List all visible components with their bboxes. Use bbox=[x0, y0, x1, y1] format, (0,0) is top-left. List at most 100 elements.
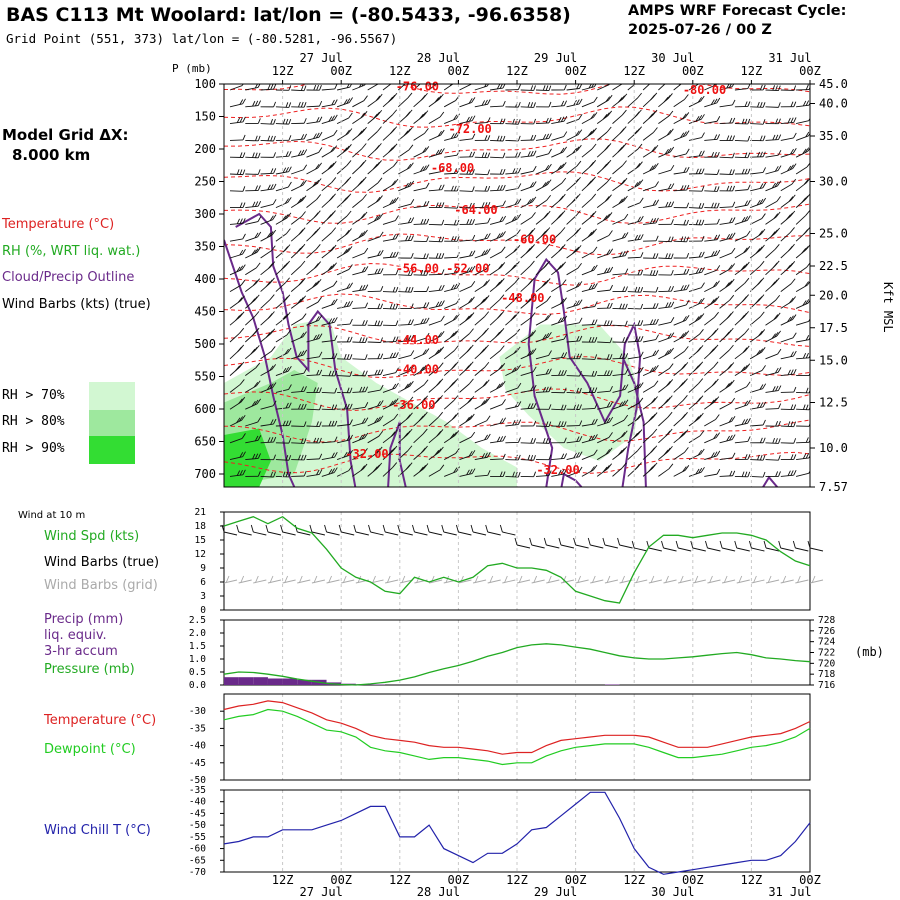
wind-barb bbox=[719, 379, 735, 393]
wind10m-barb bbox=[587, 537, 604, 549]
wind-barb bbox=[688, 345, 704, 360]
wind-barb bbox=[321, 335, 338, 343]
wind-barb bbox=[749, 311, 765, 326]
wind-barb bbox=[413, 445, 428, 460]
pressure-tick-label: 550 bbox=[194, 370, 216, 384]
wind-barb bbox=[520, 366, 537, 377]
wind-barb bbox=[444, 185, 460, 192]
wind-barb bbox=[443, 448, 460, 460]
wind-barb bbox=[688, 267, 705, 276]
wind-barb bbox=[750, 135, 766, 142]
wind-barb bbox=[321, 114, 338, 125]
temp-tick-label: -35 bbox=[189, 723, 206, 734]
wind-barb bbox=[581, 176, 596, 192]
wind10m-grid-barb bbox=[809, 575, 824, 584]
wind-barb bbox=[306, 178, 322, 192]
wind-barb bbox=[459, 344, 474, 360]
wind-barb bbox=[658, 84, 666, 91]
wind-barb bbox=[459, 328, 474, 343]
wind-barb bbox=[673, 268, 690, 276]
bottom-hour-label: 12Z bbox=[741, 873, 763, 887]
pressure-tick-label: 150 bbox=[194, 110, 216, 124]
wind-barb bbox=[597, 401, 614, 410]
kft-tick-label: 35.0 bbox=[819, 129, 848, 143]
windchill-tick-label: -45 bbox=[189, 808, 206, 819]
wind-barb bbox=[688, 395, 704, 410]
wind-barb bbox=[581, 283, 598, 293]
wind10m-grid-barb bbox=[399, 575, 413, 584]
wind-barb bbox=[260, 214, 277, 225]
wind10m-barb bbox=[250, 524, 267, 536]
wind-barb bbox=[428, 111, 445, 124]
wind-barb bbox=[444, 298, 460, 309]
wind-barb bbox=[535, 101, 552, 108]
wind-barb bbox=[275, 365, 292, 377]
wind10m-grid-barb bbox=[707, 575, 721, 584]
wind-barb bbox=[734, 363, 751, 376]
wind-barb bbox=[367, 286, 384, 293]
wind-barb bbox=[719, 452, 736, 461]
kft-axis-label: Kft MSL bbox=[881, 282, 895, 333]
legend-wind-speed: Wind Spd (kts) bbox=[44, 529, 140, 544]
wind-barb bbox=[474, 327, 489, 343]
wind-barb bbox=[413, 332, 430, 343]
wind-barb bbox=[428, 129, 445, 141]
wind-barb bbox=[642, 428, 658, 444]
wind-barb bbox=[673, 184, 690, 192]
wind-barb bbox=[245, 362, 261, 376]
wind-barb bbox=[765, 455, 781, 461]
wind-barb bbox=[382, 336, 399, 343]
wind-barb bbox=[444, 252, 460, 259]
wind-barb bbox=[765, 385, 782, 393]
wind-barb bbox=[566, 245, 582, 259]
wind-barb bbox=[765, 367, 782, 377]
wind10m-grid-barb bbox=[721, 575, 736, 584]
wind-barb bbox=[352, 337, 368, 344]
wind-barb bbox=[597, 416, 614, 427]
wind-barb bbox=[382, 367, 399, 377]
wind-barb bbox=[382, 286, 399, 293]
wind-barb bbox=[275, 294, 291, 309]
wind-barb bbox=[321, 177, 337, 192]
kft-tick-label: 45.0 bbox=[819, 77, 848, 91]
wind-barb bbox=[489, 328, 505, 343]
wind-barb bbox=[750, 101, 766, 108]
wind-barb bbox=[704, 265, 721, 276]
wind-barb bbox=[489, 345, 505, 360]
wind-barb bbox=[321, 227, 337, 242]
wind-barb bbox=[306, 469, 323, 477]
wind-barb bbox=[291, 149, 308, 158]
wind-barb bbox=[581, 96, 598, 108]
wind-barb bbox=[612, 177, 628, 192]
wind-barb bbox=[474, 470, 491, 477]
wind-barb bbox=[750, 419, 766, 427]
wind-barb bbox=[229, 451, 246, 461]
wind-barb bbox=[337, 403, 353, 410]
wind-barb bbox=[811, 466, 826, 476]
wind-barb bbox=[321, 298, 338, 309]
wind-barb bbox=[780, 350, 797, 360]
wind-barb bbox=[336, 228, 352, 242]
wind-barb bbox=[413, 84, 421, 91]
wind-barb bbox=[275, 454, 292, 461]
wind-barb bbox=[428, 315, 445, 326]
wind-barb bbox=[443, 345, 459, 360]
wind-barb bbox=[551, 162, 567, 175]
wind-barb bbox=[581, 387, 598, 393]
wind-barb bbox=[719, 362, 735, 376]
wind-barb bbox=[535, 295, 552, 309]
wind-barb bbox=[505, 198, 522, 209]
wind-barb bbox=[275, 277, 290, 292]
temperature-label: -52.00 bbox=[446, 262, 489, 276]
wind-barb bbox=[352, 402, 369, 410]
wind-barb bbox=[581, 319, 598, 326]
wind-barb bbox=[306, 84, 322, 91]
wind-barb bbox=[260, 168, 277, 175]
wind10m-barb bbox=[734, 540, 750, 552]
wind-barb bbox=[367, 177, 383, 192]
wind-barb bbox=[581, 449, 598, 461]
wind-barb bbox=[749, 347, 766, 360]
wind-barb bbox=[673, 148, 690, 158]
wind-barb bbox=[352, 143, 367, 158]
wind-barb bbox=[795, 280, 810, 292]
